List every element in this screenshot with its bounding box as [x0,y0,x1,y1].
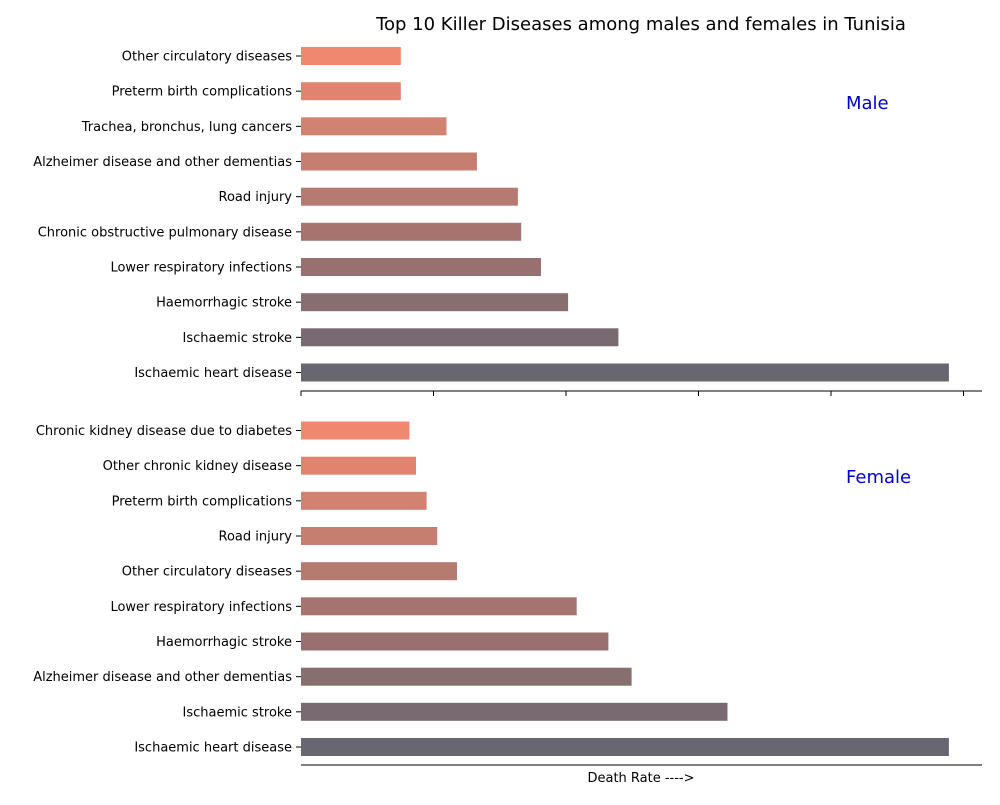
female-bar [301,527,438,545]
male-bar [301,328,619,347]
male-bar [301,187,518,206]
female-bar [301,597,577,616]
female-bar [301,702,728,721]
male-category-label: Trachea, bronchus, lung cancers [81,120,292,135]
male-panel-label: Male [846,93,889,114]
male-category-label: Haemorrhagic stroke [156,296,292,311]
chart-title: Top 10 Killer Diseases among males and f… [375,14,906,35]
male-bar [301,258,541,276]
female-category-label: Road injury [219,530,293,545]
male-category-label: Road injury [219,190,293,205]
female-bar [301,456,416,475]
female-category-label: Ischaemic stroke [183,705,292,720]
female-category-label: Other chronic kidney disease [103,459,292,474]
female-bar [301,491,427,510]
female-panel-label: Female [846,467,911,488]
male-category-label: Ischaemic stroke [183,331,292,346]
female-category-label: Lower respiratory infections [110,600,292,615]
female-category-label: Preterm birth complications [112,494,293,509]
male-category-label: Lower respiratory infections [110,261,292,276]
female-bar [301,632,609,651]
female-panel: Ischaemic heart disease Ischaemic stroke A… [33,421,982,766]
male-category-label: Alzheimer disease and other dementias [33,155,292,170]
female-category-label: Haemorrhagic stroke [156,635,292,650]
male-category-label: Chronic obstructive pulmonary disease [38,225,292,240]
female-category-label: Chronic kidney disease due to diabetes [36,424,292,439]
male-panel: Ischaemic heart disease Ischaemic stroke H… [33,47,982,396]
female-bar [301,738,949,756]
male-bar [301,363,949,382]
female-bar [301,421,410,440]
female-bar [301,667,632,686]
male-category-label: Ischaemic heart disease [134,366,292,381]
male-bar [301,293,569,312]
male-bar [301,47,401,65]
female-category-label: Ischaemic heart disease [134,741,292,756]
x-axis-label: Death Rate ----> [587,771,694,786]
male-category-label: Preterm birth complications [112,85,293,100]
male-bar [301,82,401,101]
male-bar [301,117,447,136]
female-category-label: Alzheimer disease and other dementias [33,670,292,685]
male-bar [301,222,522,241]
male-category-label: Other circulatory diseases [122,50,292,65]
female-category-label: Other circulatory diseases [122,565,292,580]
male-bar [301,152,477,171]
female-bar [301,562,457,581]
